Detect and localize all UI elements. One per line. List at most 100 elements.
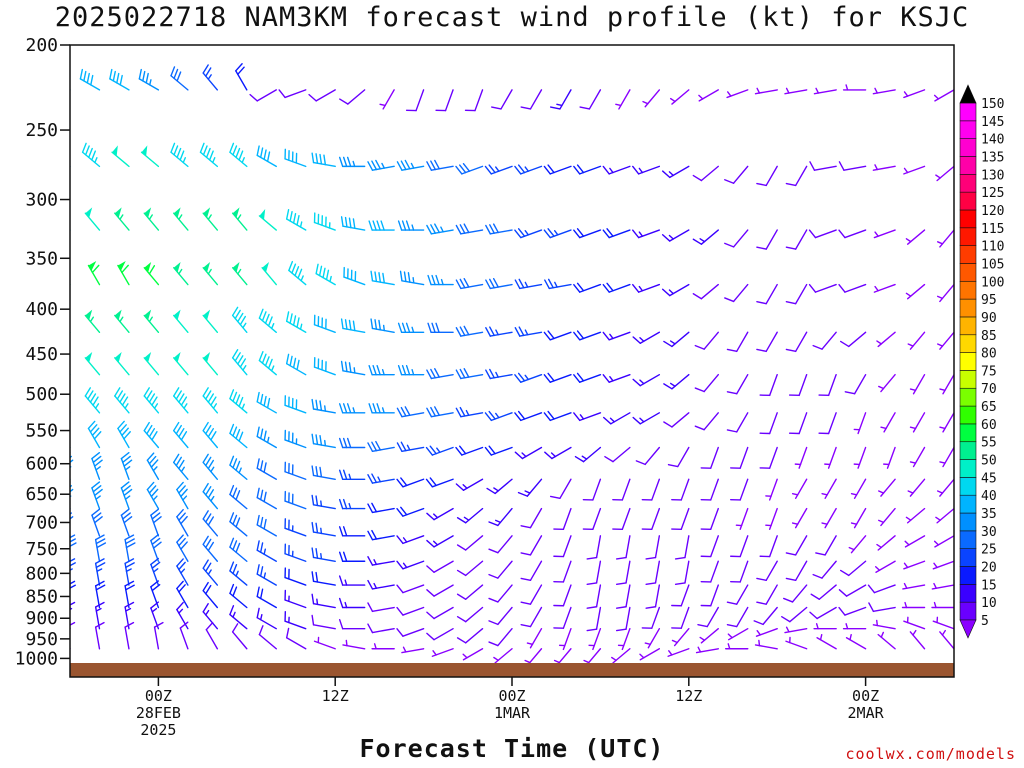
wind-barb (582, 507, 602, 530)
wind-barb (699, 627, 719, 644)
wind-barb (231, 623, 248, 650)
wind-barb (153, 621, 164, 650)
wind-barb (117, 420, 131, 449)
y-tick-label: 1000 (15, 648, 58, 669)
colorbar-label: 95 (981, 293, 997, 308)
wind-barb (663, 331, 690, 348)
wind-barb (759, 446, 778, 469)
wind-barb (455, 163, 484, 175)
wind-barb (791, 478, 808, 500)
wind-barb (91, 452, 103, 480)
wind-barb (785, 229, 808, 250)
y-tick-label: 450 (25, 344, 58, 365)
wind-barb (488, 535, 513, 554)
wind-barb (520, 507, 543, 529)
wind-barb (730, 478, 749, 501)
wind-barb (485, 277, 513, 290)
colorbar-label: 115 (981, 222, 1004, 237)
chart-title: 2025022718 NAM3KM forecast wind profile … (54, 2, 970, 33)
colorbar-label: 90 (981, 311, 997, 326)
wind-barb (692, 165, 719, 182)
wind-barb (674, 535, 690, 560)
wind-barb (694, 331, 719, 350)
wind-barb (582, 478, 602, 501)
x-axis-title: Forecast Time (UTC) (359, 734, 665, 763)
wind-barb (425, 477, 454, 488)
wind-barb (311, 547, 336, 562)
wind-barb (456, 584, 484, 600)
wind-barb (812, 331, 837, 350)
wind-barb (258, 209, 277, 231)
wind-barb (397, 322, 425, 333)
wind-barb (140, 145, 160, 168)
wind-barb (756, 283, 778, 305)
colorbar-segment (959, 280, 977, 300)
wind-barb (488, 606, 513, 626)
wind-barb (868, 602, 896, 613)
wind-barb (138, 68, 160, 91)
colorbar-label: 125 (981, 186, 1004, 201)
wind-barb (903, 616, 926, 630)
x-tick-label: 2025 (140, 721, 176, 739)
wind-barb (872, 164, 896, 171)
wind-barb (524, 648, 543, 667)
wind-barb (70, 481, 74, 510)
wind-barb (399, 270, 425, 286)
wind-barb (143, 207, 160, 231)
wind-barb (485, 326, 513, 337)
wind-barb (229, 561, 248, 586)
y-tick-label: 650 (25, 484, 58, 505)
wind-barb (812, 560, 837, 579)
wind-barb (143, 421, 160, 449)
wind-barb (173, 309, 189, 333)
wind-barb (176, 558, 189, 586)
wind-barb (427, 322, 454, 333)
wind-barb (124, 621, 135, 650)
wind-barb (202, 261, 219, 286)
wind-barb (544, 446, 572, 460)
wind-barb (558, 627, 572, 651)
wind-barb (484, 445, 513, 456)
wind-barb (202, 309, 219, 333)
wind-barb (340, 216, 366, 231)
wind-barb (70, 283, 71, 286)
wind-barb (632, 165, 661, 175)
wind-barb (405, 89, 425, 112)
colorbar-label: 120 (981, 204, 1004, 219)
wind-barb (202, 207, 219, 231)
wind-barb (202, 64, 219, 91)
wind-barb (724, 165, 749, 184)
wind-barb (902, 582, 926, 590)
wind-barb (229, 537, 248, 562)
wind-barb (602, 373, 631, 383)
colorbar-label: 150 (981, 97, 1004, 112)
wind-barb (313, 636, 336, 650)
wind-barb (632, 412, 661, 425)
x-tick-label: 00Z (145, 687, 172, 705)
wind-barb (311, 593, 336, 609)
wind-barb (173, 207, 189, 231)
wind-barb (700, 478, 719, 501)
wind-barb (873, 229, 896, 239)
colorbar-label: 80 (981, 347, 997, 362)
wind-barb (781, 606, 808, 623)
wind-barb (70, 446, 71, 449)
wind-barb (785, 283, 808, 305)
wind-barb (488, 584, 513, 603)
wind-barb (367, 502, 395, 514)
wind-barb (520, 606, 543, 628)
wind-barb (543, 330, 572, 341)
wind-barb (308, 89, 336, 102)
wind-barb (229, 455, 248, 480)
wind-barb (396, 441, 425, 453)
wind-barb (543, 410, 572, 422)
wind-barb (661, 165, 690, 179)
wind-barb (632, 331, 661, 344)
wind-barb (426, 368, 454, 380)
wind-barb (692, 229, 719, 245)
wind-barb (939, 629, 954, 650)
wind-barb (821, 507, 837, 529)
wind-barb (553, 535, 572, 558)
wind-barb (256, 607, 277, 630)
